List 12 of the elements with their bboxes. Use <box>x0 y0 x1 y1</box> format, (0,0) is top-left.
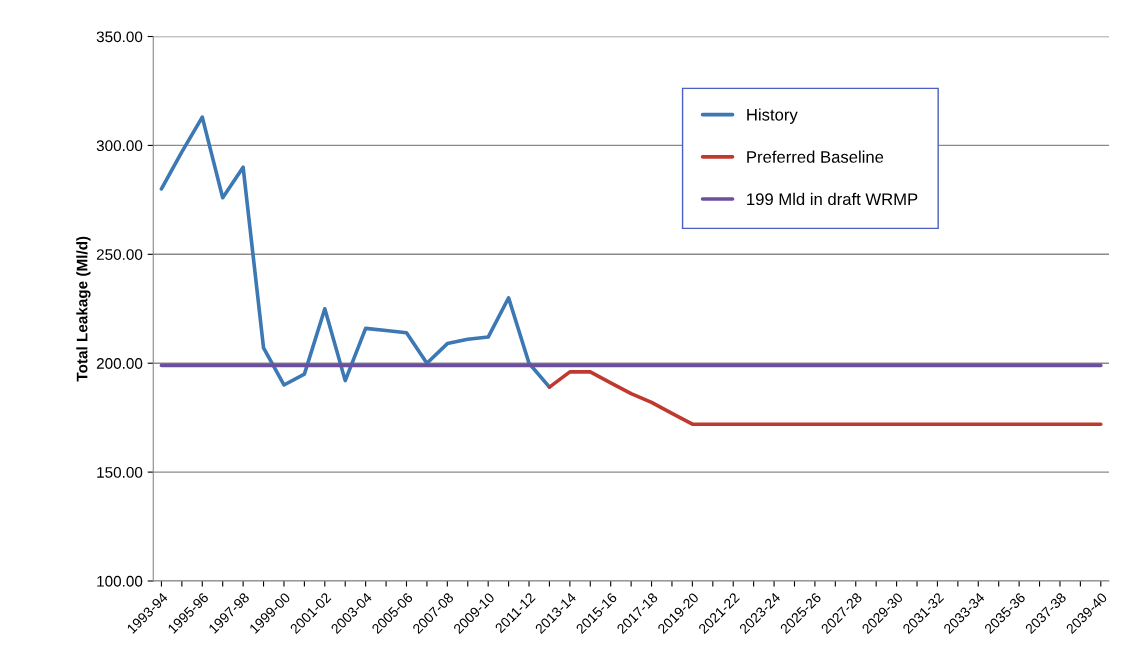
legend-label: History <box>747 108 798 124</box>
y-tick-label: 250.00 <box>96 249 143 260</box>
y-tick-label: 200.00 <box>96 358 143 369</box>
line-series <box>547 370 1103 426</box>
y-tick-label: 300.00 <box>96 140 143 152</box>
y-tick-label: 150.00 <box>97 466 143 478</box>
y-axis-title: Total Leakage (Ml/d) <box>76 236 91 382</box>
y-tick-label: 100.00 <box>97 575 143 587</box>
legend-label: Preferred Baseline <box>747 150 884 163</box>
y-tick-label: 350.00 <box>96 31 143 43</box>
line-series <box>159 115 552 389</box>
legend-label: 199 Mld in draft WRMP <box>747 192 918 206</box>
